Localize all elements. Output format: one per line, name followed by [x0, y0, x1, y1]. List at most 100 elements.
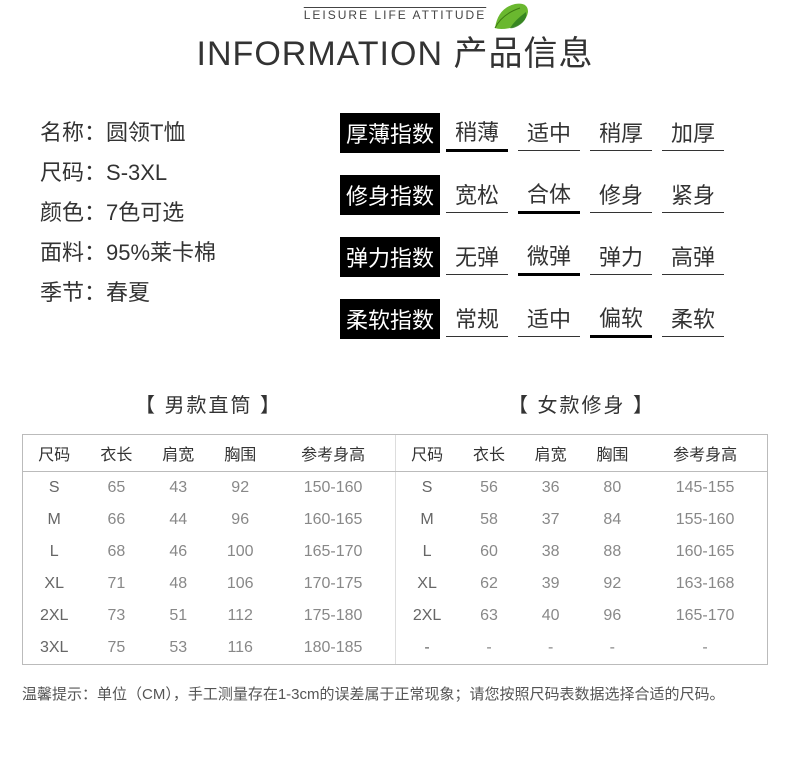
table-cell: XL: [396, 568, 459, 600]
spec-label: 尺码：: [40, 160, 106, 185]
spec-value: 95%莱卡棉: [106, 240, 216, 265]
table-cell: 39: [520, 568, 582, 600]
index-option: 柔软: [662, 302, 724, 337]
index-option: 稍薄: [446, 115, 508, 152]
table-cell: 92: [581, 568, 643, 600]
table-cell: 116: [209, 632, 271, 665]
table-header: 肩宽: [520, 435, 582, 472]
index-option: 微弹: [518, 239, 580, 276]
indices-list: 厚薄指数稍薄适中稍厚加厚修身指数宽松合体修身紧身弹力指数无弹微弹弹力高弹柔软指数…: [340, 113, 750, 361]
table-cell: 96: [581, 600, 643, 632]
table-cell: 170-175: [271, 568, 395, 600]
info-row: 名称：圆领T恤尺码：S-3XL颜色：7色可选面料：95%莱卡棉季节：春夏 厚薄指…: [0, 113, 790, 361]
table-cell: S: [396, 472, 459, 505]
header: LEISURE LIFE ATTITUDE INFORMATION 产品信息: [0, 0, 790, 75]
index-label: 弹力指数: [340, 237, 440, 277]
male-table-block: 【 男款直筒 】 尺码衣长肩宽胸围参考身高S654392150-160M6644…: [22, 389, 395, 665]
index-option: 修身: [590, 178, 652, 213]
female-table-title: 【 女款修身 】: [395, 389, 768, 418]
table-cell: 62: [458, 568, 520, 600]
table-cell: 84: [581, 504, 643, 536]
index-option: 适中: [518, 116, 580, 151]
spec-value: 7色可选: [106, 200, 184, 225]
spec-row: 名称：圆领T恤: [40, 113, 340, 153]
table-cell: 36: [520, 472, 582, 505]
table-header: 肩宽: [147, 435, 209, 472]
table-row: 2XL7351112175-180: [23, 600, 396, 632]
index-option: 紧身: [662, 178, 724, 213]
index-option: 高弹: [662, 240, 724, 275]
table-cell: -: [520, 632, 582, 665]
table-cell: -: [581, 632, 643, 665]
spec-row: 尺码：S-3XL: [40, 153, 340, 193]
table-cell: 175-180: [271, 600, 395, 632]
table-cell: 180-185: [271, 632, 395, 665]
table-row: S654392150-160: [23, 472, 396, 505]
size-tables: 【 男款直筒 】 尺码衣长肩宽胸围参考身高S654392150-160M6644…: [0, 389, 790, 665]
table-cell: 58: [458, 504, 520, 536]
spec-row: 季节：春夏: [40, 273, 340, 313]
table-cell: 38: [520, 536, 582, 568]
spec-row: 面料：95%莱卡棉: [40, 233, 340, 273]
specs-list: 名称：圆领T恤尺码：S-3XL颜色：7色可选面料：95%莱卡棉季节：春夏: [40, 113, 340, 361]
index-row: 柔软指数常规适中偏软柔软: [340, 299, 750, 339]
table-cell: 44: [147, 504, 209, 536]
page-title: INFORMATION 产品信息: [0, 26, 790, 75]
female-size-table: 尺码衣长肩宽胸围参考身高S563680145-155M583784155-160…: [395, 434, 768, 665]
table-cell: 51: [147, 600, 209, 632]
spec-value: 春夏: [106, 280, 150, 305]
male-table-title: 【 男款直筒 】: [22, 389, 395, 418]
table-row: -----: [396, 632, 768, 665]
table-cell: 80: [581, 472, 643, 505]
table-cell: 75: [85, 632, 147, 665]
index-row: 修身指数宽松合体修身紧身: [340, 175, 750, 215]
table-cell: 2XL: [396, 600, 459, 632]
table-row: S563680145-155: [396, 472, 768, 505]
table-cell: 43: [147, 472, 209, 505]
table-cell: 60: [458, 536, 520, 568]
table-cell: 37: [520, 504, 582, 536]
table-cell: 63: [458, 600, 520, 632]
index-label: 厚薄指数: [340, 113, 440, 153]
index-option: 加厚: [662, 116, 724, 151]
table-cell: 92: [209, 472, 271, 505]
table-cell: 155-160: [643, 504, 767, 536]
table-cell: 112: [209, 600, 271, 632]
table-header: 胸围: [581, 435, 643, 472]
spec-label: 名称：: [40, 120, 106, 145]
table-header: 尺码: [23, 435, 86, 472]
spec-value: S-3XL: [106, 160, 167, 185]
tagline: LEISURE LIFE ATTITUDE: [0, 8, 790, 22]
table-header: 尺码: [396, 435, 459, 472]
table-cell: 3XL: [23, 632, 86, 665]
table-row: 2XL634096165-170: [396, 600, 768, 632]
table-cell: 66: [85, 504, 147, 536]
table-cell: M: [396, 504, 459, 536]
table-row: M583784155-160: [396, 504, 768, 536]
table-cell: 2XL: [23, 600, 86, 632]
table-cell: M: [23, 504, 86, 536]
table-cell: 71: [85, 568, 147, 600]
index-option: 适中: [518, 302, 580, 337]
index-option: 弹力: [590, 240, 652, 275]
table-header: 衣长: [85, 435, 147, 472]
table-cell: 68: [85, 536, 147, 568]
table-row: XL7148106170-175: [23, 568, 396, 600]
table-cell: 88: [581, 536, 643, 568]
table-cell: 145-155: [643, 472, 767, 505]
table-cell: 106: [209, 568, 271, 600]
table-header: 参考身高: [643, 435, 767, 472]
spec-row: 颜色：7色可选: [40, 193, 340, 233]
table-cell: 56: [458, 472, 520, 505]
table-cell: 163-168: [643, 568, 767, 600]
index-row: 厚薄指数稍薄适中稍厚加厚: [340, 113, 750, 153]
index-option: 常规: [446, 302, 508, 337]
index-option: 无弹: [446, 240, 508, 275]
table-row: XL623992163-168: [396, 568, 768, 600]
table-row: 3XL7553116180-185: [23, 632, 396, 665]
table-cell: 48: [147, 568, 209, 600]
index-label: 柔软指数: [340, 299, 440, 339]
table-cell: 73: [85, 600, 147, 632]
spec-label: 季节：: [40, 280, 106, 305]
table-cell: 96: [209, 504, 271, 536]
